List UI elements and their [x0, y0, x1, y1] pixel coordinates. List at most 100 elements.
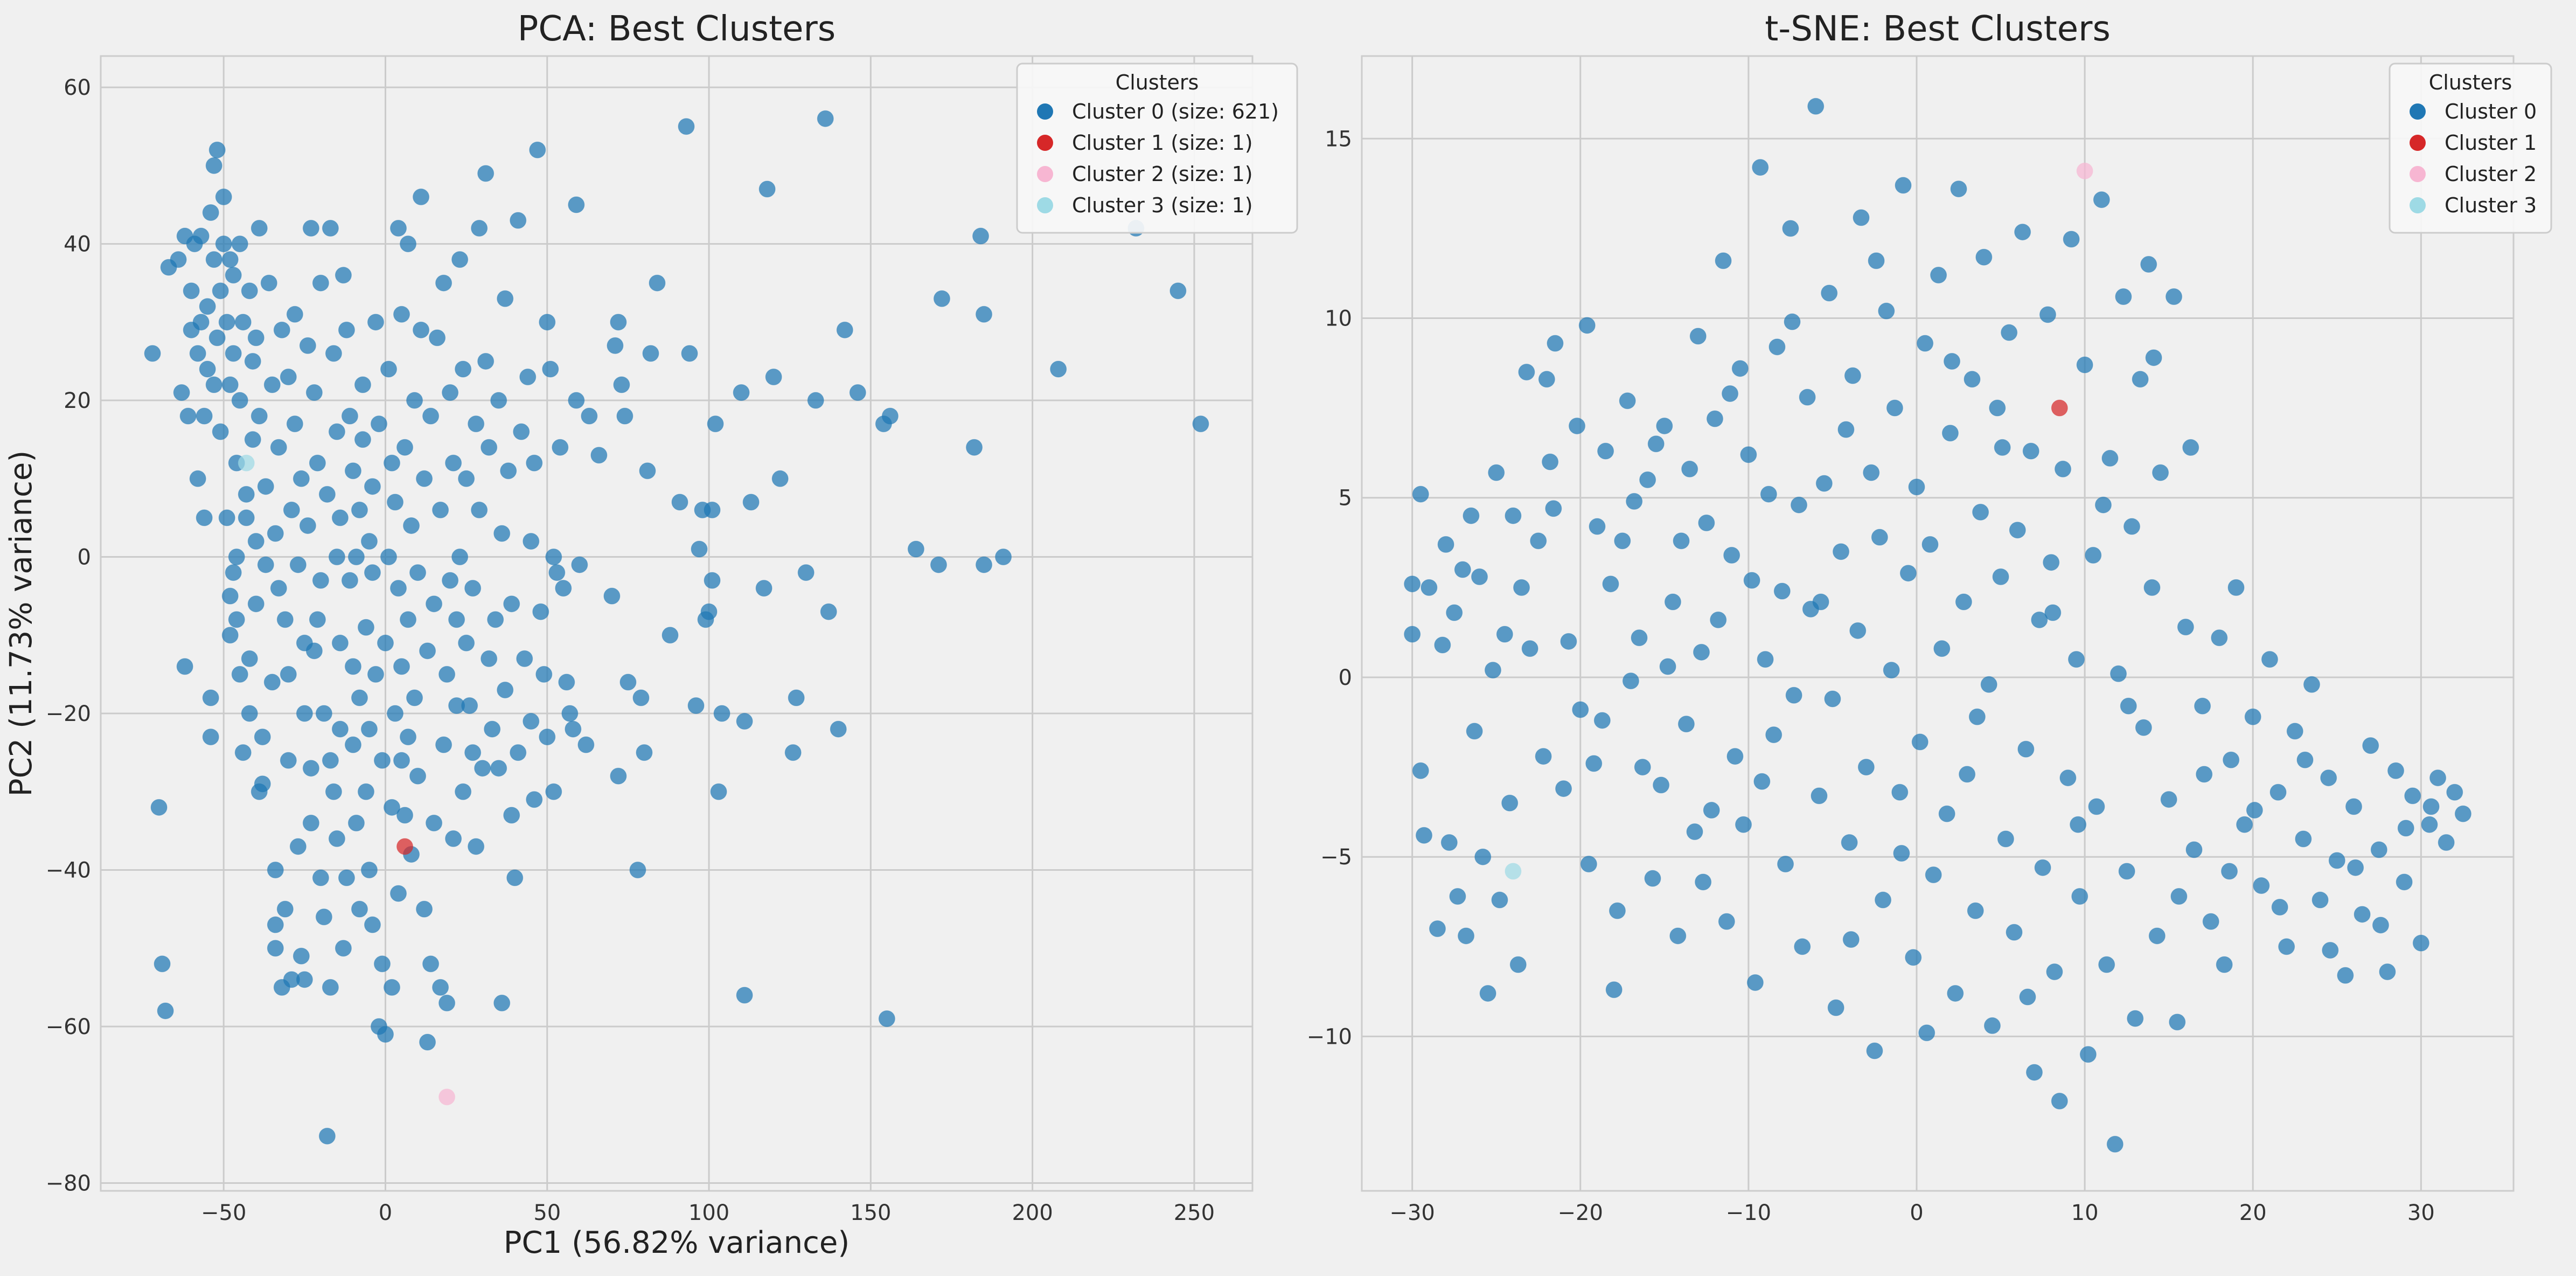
data-point	[1518, 363, 1535, 380]
data-point	[1853, 209, 1870, 226]
data-point	[548, 564, 566, 581]
data-point	[700, 603, 718, 620]
data-point	[1863, 464, 1880, 481]
data-point	[280, 368, 297, 385]
data-point	[1955, 593, 1972, 611]
data-point	[322, 979, 339, 996]
data-point	[432, 501, 449, 518]
data-point	[519, 368, 537, 385]
data-point	[500, 462, 517, 480]
data-point	[2106, 1135, 2124, 1153]
data-point	[1698, 514, 1715, 531]
data-point	[1580, 856, 1597, 873]
data-point	[1891, 783, 1909, 801]
y-tick-label: 0	[78, 545, 91, 570]
data-point	[296, 705, 313, 722]
data-point	[1753, 773, 1771, 790]
data-point	[338, 321, 355, 338]
data-point	[1686, 823, 1703, 841]
series-2	[2076, 162, 2093, 179]
data-point	[438, 1088, 456, 1106]
data-point	[370, 415, 387, 433]
data-point	[1555, 780, 1572, 798]
data-point	[2059, 769, 2077, 787]
data-point	[1538, 371, 1555, 388]
data-point	[1992, 568, 2009, 585]
data-point	[357, 783, 374, 800]
data-point	[2182, 439, 2199, 456]
data-point	[1542, 453, 1559, 470]
data-point	[639, 462, 656, 480]
data-point	[234, 314, 252, 331]
data-point	[250, 220, 268, 237]
data-point	[2396, 873, 2413, 891]
data-point	[1784, 313, 1801, 330]
data-point	[836, 321, 853, 338]
data-point	[435, 736, 452, 753]
data-point	[270, 439, 287, 456]
data-point	[360, 532, 378, 550]
data-point	[2051, 1092, 2068, 1109]
data-point	[263, 674, 281, 691]
data-point	[907, 540, 924, 558]
data-point	[409, 564, 427, 581]
data-point	[1994, 439, 2011, 456]
data-point	[1895, 177, 1912, 194]
data-point	[1644, 870, 1661, 887]
data-point	[817, 110, 834, 127]
data-point	[2177, 619, 2194, 636]
data-point	[1875, 891, 1892, 909]
data-point	[2421, 816, 2438, 833]
data-point	[1964, 371, 1981, 388]
data-point	[1693, 643, 1710, 661]
legend-title: Clusters	[1116, 71, 1199, 94]
data-point	[1677, 716, 1695, 733]
data-point	[202, 204, 219, 221]
data-point	[1827, 999, 1844, 1016]
series-0	[1404, 98, 2471, 1153]
data-point	[344, 736, 361, 753]
data-point	[468, 838, 485, 855]
data-point	[276, 611, 294, 628]
data-point	[1757, 651, 1774, 668]
data-point	[529, 141, 546, 158]
data-point	[1782, 220, 1799, 237]
data-point	[2223, 751, 2240, 768]
data-point	[2446, 783, 2463, 801]
data-point	[2031, 611, 2048, 628]
data-point	[442, 384, 459, 401]
data-point	[263, 376, 281, 393]
data-point	[972, 227, 990, 245]
data-point	[192, 227, 210, 245]
y-tick-label: −60	[46, 1015, 91, 1039]
data-point	[607, 337, 624, 354]
chart-1: −50 0 50 100 150 200 250 −80 −60 −40 −20 0 20 40 60 PCA…	[4, 9, 1298, 1260]
data-point	[2039, 306, 2056, 323]
data-point	[1695, 873, 1712, 891]
legend-box	[1016, 63, 1298, 234]
x-axis-label: PC1 (56.82% variance)	[504, 1225, 850, 1260]
data-point	[1799, 389, 1816, 406]
data-point	[610, 767, 627, 785]
data-point	[1653, 776, 1670, 794]
data-point	[590, 447, 608, 464]
data-point	[422, 407, 440, 425]
data-point	[1930, 267, 1947, 284]
x-tick-label: 20	[2239, 1201, 2267, 1225]
data-point	[539, 314, 556, 331]
data-point	[305, 642, 323, 660]
data-point	[286, 415, 303, 433]
data-point	[1647, 435, 1665, 453]
data-point	[1484, 662, 1501, 679]
data-point	[632, 689, 650, 706]
data-point	[1868, 252, 1885, 269]
data-point	[299, 337, 316, 354]
data-point	[426, 595, 443, 613]
data-point	[2328, 852, 2345, 869]
data-point	[1769, 338, 1786, 356]
data-point	[199, 360, 216, 378]
data-point	[286, 306, 303, 323]
data-point	[1815, 475, 1833, 492]
data-point	[296, 971, 313, 988]
data-point	[400, 611, 417, 628]
